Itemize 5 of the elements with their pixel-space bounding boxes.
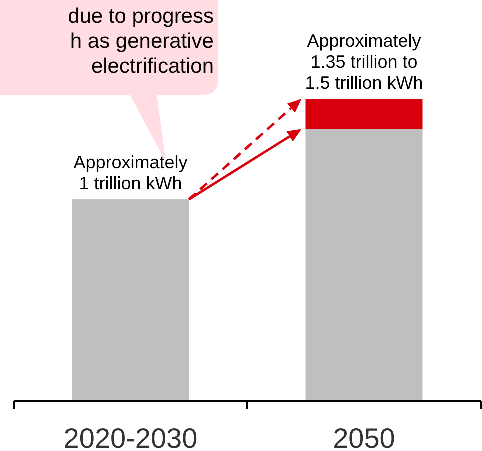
x-tick-label: 2020-2030 — [64, 423, 198, 451]
text: due to progress h as generative electrification — [68, 5, 214, 78]
text: Approximately 1.35 trillion to 1.5 trillion kWh — [305, 31, 424, 93]
annotation: Approximately 1 trillion kWh — [74, 152, 188, 194]
x-tick-label: 2050 — [333, 423, 396, 451]
